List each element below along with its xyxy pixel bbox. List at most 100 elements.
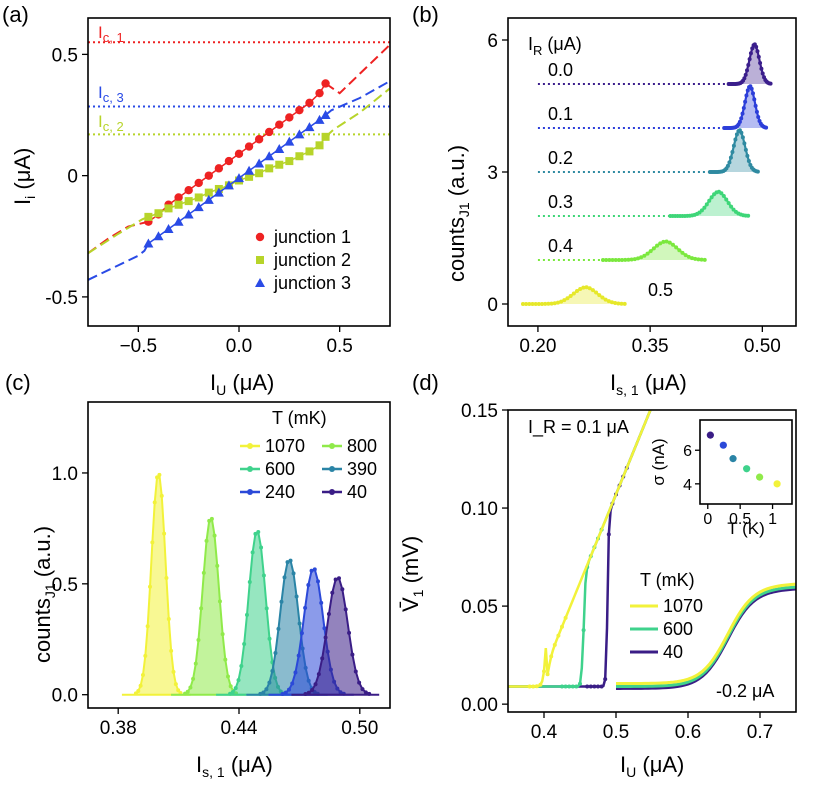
distribution-point-0.5 bbox=[587, 286, 592, 291]
junction-3-point bbox=[284, 136, 295, 146]
panel-c-label: (c) bbox=[5, 370, 31, 395]
distribution-point-800mk bbox=[185, 689, 190, 694]
d-ytick-label: 0.00 bbox=[461, 695, 498, 716]
b-xtick-label: 0.50 bbox=[744, 336, 781, 357]
iv-point-600mk bbox=[570, 684, 575, 689]
distribution-point-0.5 bbox=[578, 286, 583, 291]
label-ic2: Ic, 2 bbox=[98, 112, 124, 134]
inset-ytick-label: 6 bbox=[683, 443, 692, 460]
distribution-point-0.3 bbox=[709, 195, 714, 200]
junction-2-point bbox=[245, 172, 254, 181]
distribution-point-40mk bbox=[350, 652, 355, 657]
distribution-point-0.5 bbox=[549, 301, 554, 306]
distribution-point-0.0 bbox=[747, 57, 752, 62]
legend-marker-40mk bbox=[329, 489, 335, 495]
junction-1-point bbox=[224, 156, 234, 166]
distribution-point-0.4 bbox=[620, 257, 625, 262]
junction-2-point bbox=[265, 164, 274, 173]
label-ic1: Ic, 1 bbox=[98, 23, 124, 45]
junction-3-dashed-low bbox=[88, 243, 150, 281]
distribution-point-600mk bbox=[256, 530, 261, 535]
iv-point-600mk bbox=[563, 684, 568, 689]
distribution-point-0.4 bbox=[623, 257, 628, 262]
distribution-point-0.4 bbox=[696, 257, 701, 262]
c-ytick-label: 0.5 bbox=[52, 575, 78, 596]
legend-marker-240mk bbox=[247, 489, 253, 495]
distribution-point-0.4 bbox=[642, 253, 647, 258]
panel-d-data bbox=[508, 410, 796, 690]
panel-c-data bbox=[121, 472, 380, 696]
distribution-point-390mk bbox=[288, 558, 293, 563]
distribution-point-0.5 bbox=[622, 301, 627, 306]
iv-point-1070mk bbox=[560, 624, 564, 629]
panel-b-ylabel: countsJ1 (a.u.) bbox=[444, 145, 472, 282]
b-ytick-label: 6 bbox=[487, 31, 498, 52]
distribution-point-0.2 bbox=[725, 163, 730, 168]
legend-label-ir-0.5: 0.5 bbox=[648, 280, 673, 300]
b-axes-frame bbox=[507, 17, 797, 327]
distribution-point-40mk bbox=[357, 680, 362, 685]
panel-d-annotation-bottom: -0.2 μA bbox=[716, 681, 774, 701]
distribution-point-0.2 bbox=[731, 143, 736, 148]
distribution-point-0.3 bbox=[707, 198, 712, 203]
distribution-point-800mk bbox=[196, 637, 201, 642]
distribution-fill-1070mk bbox=[135, 474, 181, 695]
distribution-point-1070mk bbox=[162, 531, 167, 536]
distribution-point-0.2 bbox=[740, 135, 745, 140]
inset-ylabel: σ (nA) bbox=[649, 438, 668, 485]
junction-1-point bbox=[315, 88, 324, 98]
panel-b-plot: 0.20 0.35 0.50 0 3 6 0.0 0.1 0.2 0.3 0.4 0.5 bbox=[487, 17, 797, 357]
panel-a-label: (a) bbox=[2, 2, 29, 27]
legend-label-600mk: 600 bbox=[663, 619, 693, 639]
c-xtick-label: 0.38 bbox=[100, 718, 137, 739]
junction-3-point bbox=[173, 216, 184, 226]
panel-c-ylabel: countsJ1 (a.u.) bbox=[30, 526, 58, 663]
b-xtick-label: 0.35 bbox=[632, 336, 669, 357]
junction-2-point bbox=[154, 209, 163, 218]
d-xtick-label: 0.4 bbox=[531, 722, 558, 743]
junction-3-point bbox=[234, 173, 244, 183]
distribution-point-0.5 bbox=[619, 301, 624, 306]
b-ytick-label: 3 bbox=[487, 163, 498, 184]
distribution-point-40mk bbox=[340, 587, 345, 592]
junction-2-point bbox=[174, 200, 183, 209]
legend-marker-800mk bbox=[329, 443, 335, 449]
distribution-point-0.5 bbox=[562, 298, 567, 303]
distribution-point-600mk bbox=[236, 678, 241, 683]
junction-1-point bbox=[244, 142, 254, 151]
distribution-point-600mk bbox=[244, 612, 249, 617]
distribution-point-800mk bbox=[220, 632, 225, 637]
distribution-point-0.4 bbox=[677, 248, 682, 253]
distribution-point-0.0 bbox=[768, 81, 773, 86]
inset-ytick-label: 4 bbox=[683, 477, 692, 494]
distribution-point-0.4 bbox=[693, 256, 698, 261]
distribution-point-1070mk bbox=[143, 653, 148, 658]
distribution-point-240mk bbox=[293, 670, 298, 675]
distribution-point-0.2 bbox=[733, 137, 738, 142]
distribution-point-0.2 bbox=[755, 169, 760, 174]
distribution-point-0.5 bbox=[571, 291, 576, 296]
distribution-point-0.3 bbox=[726, 201, 731, 206]
junction-1-point bbox=[285, 113, 294, 122]
distribution-point-0.0 bbox=[743, 72, 748, 77]
panel-b-legend-title: IR (μA) bbox=[528, 34, 582, 58]
legend-marker-junction-2 bbox=[256, 256, 264, 264]
distribution-point-40mk bbox=[323, 635, 328, 640]
iv-point-600mk bbox=[567, 684, 572, 689]
inset-plot: 0 0.5 1 4 6 T (K) σ (nA) bbox=[649, 419, 793, 538]
distribution-point-0.2 bbox=[727, 160, 732, 165]
distribution-point-390mk bbox=[273, 650, 278, 655]
a-xtick-label: 0.0 bbox=[226, 336, 252, 357]
junction-3-point bbox=[294, 129, 305, 139]
distribution-point-390mk bbox=[294, 594, 299, 599]
inset-background bbox=[700, 420, 792, 504]
iv-point-40mk bbox=[588, 684, 593, 689]
distribution-point-600mk bbox=[247, 579, 252, 584]
distribution-point-0.0 bbox=[758, 60, 763, 65]
junction-3-point bbox=[254, 158, 265, 168]
a-ytick-label: 0.5 bbox=[52, 45, 78, 66]
distribution-point-800mk bbox=[193, 661, 198, 666]
iv-point-40mk bbox=[599, 684, 604, 689]
panel-b-label: (b) bbox=[412, 2, 439, 27]
